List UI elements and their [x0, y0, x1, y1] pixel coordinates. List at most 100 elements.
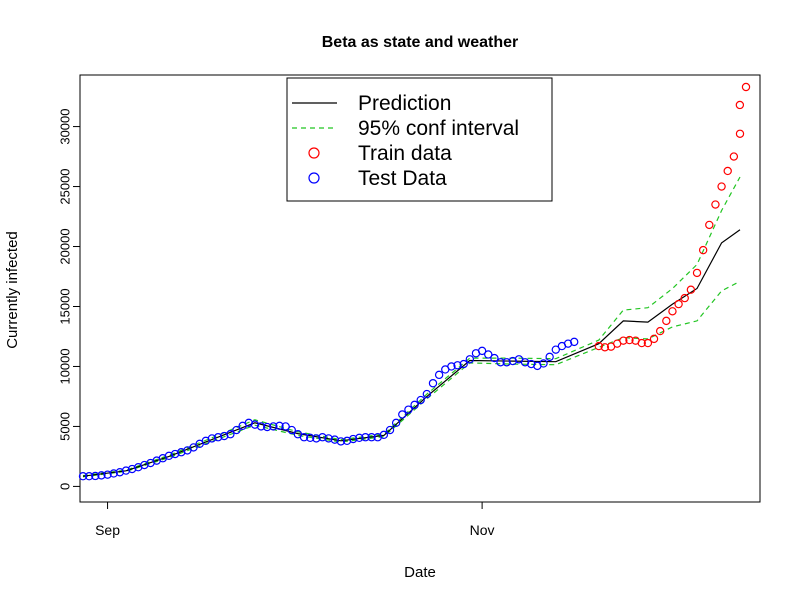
test-data-point: [410, 400, 419, 410]
y-tick-label: 10000: [57, 348, 72, 384]
test-data-point: [539, 359, 548, 368]
train-data-point: [711, 200, 720, 209]
train-data-point: [594, 341, 603, 351]
test-data-point: [324, 434, 333, 443]
train-data-point: [643, 338, 653, 348]
y-axis-label: Currently infected: [4, 231, 21, 349]
train-data-point: [729, 152, 739, 161]
chart-title: Beta as state and weather: [322, 34, 519, 51]
legend-label: 95% conf interval: [358, 117, 519, 140]
test-data-point: [305, 433, 315, 443]
y-tick-label: 0: [57, 483, 72, 490]
test-data-point: [367, 433, 376, 442]
train-data-point: [680, 293, 689, 303]
test-data-point: [447, 362, 456, 371]
test-data-point: [422, 389, 432, 399]
y-tick-label: 25000: [57, 168, 72, 204]
test-data-point: [220, 431, 229, 441]
test-data-point: [336, 437, 346, 446]
test-data-point: [244, 418, 253, 428]
test-data-point: [263, 422, 272, 432]
train-data-point: [705, 220, 714, 230]
test-data-point: [312, 434, 321, 443]
test-data-point: [490, 353, 499, 363]
test-data-point: [459, 359, 468, 369]
train-data-point: [741, 82, 751, 92]
test-data-point: [355, 433, 364, 443]
x-tick-label: Nov: [470, 522, 495, 538]
test-data-point: [103, 470, 112, 479]
test-data-point: [189, 443, 198, 452]
train-data-point: [625, 335, 634, 345]
train-data-point: [649, 334, 659, 344]
test-data-point: [207, 434, 217, 443]
legend-label: Train data: [358, 142, 452, 165]
train-data-point: [637, 338, 646, 348]
test-data-point: [287, 425, 296, 435]
legend-box: [286, 77, 553, 202]
train-data-point: [655, 326, 665, 336]
legend-label: Test Data: [358, 167, 447, 190]
x-axis: Sep Nov: [95, 502, 495, 538]
test-data-point: [256, 422, 266, 431]
train-data-point: [692, 268, 702, 278]
test-data-point: [250, 420, 260, 429]
test-data-point: [299, 433, 309, 442]
test-data-point: [570, 337, 579, 347]
test-data-point: [84, 472, 94, 481]
y-tick-label: 20000: [57, 228, 72, 264]
test-data-point: [404, 405, 413, 414]
test-data-point: [527, 359, 536, 369]
test-data-point: [232, 425, 241, 435]
train-data-point: [735, 129, 745, 138]
test-data-point: [342, 436, 352, 446]
train-data-point: [686, 285, 696, 294]
test-data-point: [226, 430, 235, 439]
test-data-point: [465, 355, 475, 364]
test-data-point: [330, 435, 339, 444]
test-data-point: [269, 422, 278, 431]
y-axis: 0 5000 10000 15000 20000 25000 30000: [57, 108, 80, 490]
test-data-point: [164, 451, 174, 461]
test-data-point: [127, 464, 137, 474]
train-data-point: [723, 166, 732, 176]
y-tick-label: 5000: [57, 412, 72, 441]
train-data-point: [735, 100, 745, 110]
prediction-line: [82, 229, 741, 477]
test-data-point: [477, 346, 487, 356]
test-data-point: [115, 468, 125, 477]
test-data-point: [91, 471, 100, 481]
test-data-point: [121, 466, 131, 475]
train-data-point: [619, 336, 628, 345]
test-data-point: [348, 434, 358, 444]
test-data-point: [385, 425, 395, 435]
legend-swatch-train: [308, 147, 320, 159]
test-data-point: [391, 418, 401, 428]
test-data-point: [416, 395, 425, 405]
x-axis-label: Date: [404, 564, 436, 581]
conf-lower-line: [82, 280, 741, 478]
test-data-point: [398, 410, 407, 419]
test-data-point: [177, 448, 186, 457]
train-data-point: [662, 316, 671, 326]
test-data-point: [318, 433, 327, 442]
y-tick-label: 30000: [57, 108, 72, 144]
test-data-point: [379, 430, 389, 440]
test-data-point: [563, 339, 573, 348]
test-data-point: [275, 421, 284, 431]
test-data-point: [434, 370, 444, 380]
test-data-point: [428, 379, 438, 388]
train-data-point: [600, 343, 610, 352]
train-data-point: [698, 245, 708, 255]
x-tick-label: Sep: [95, 522, 120, 538]
test-data-point: [78, 472, 88, 481]
test-data-point: [496, 358, 505, 367]
train-data-point: [668, 307, 677, 316]
conf-upper-line: [82, 176, 741, 477]
test-data-point: [213, 433, 223, 442]
legend-label: Prediction: [358, 92, 451, 115]
test-data-point: [109, 469, 118, 478]
test-data-point: [281, 422, 290, 431]
legend-swatch-test: [308, 172, 320, 184]
